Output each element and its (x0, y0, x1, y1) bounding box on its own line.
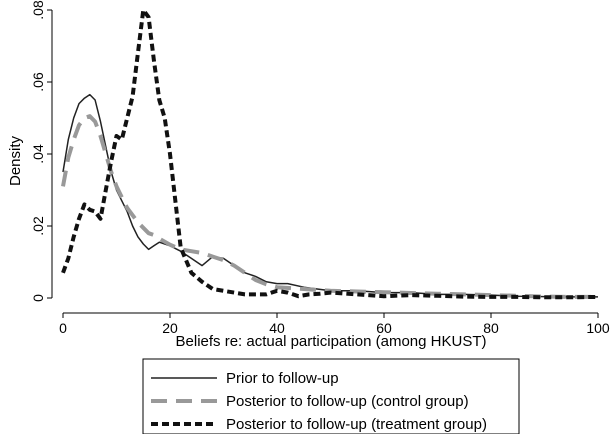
x-tick-label: 80 (483, 320, 499, 336)
series-line-1 (62, 93, 598, 298)
legend-box (142, 358, 520, 434)
series-line-3 (61, 8, 599, 300)
x-tick-label: 20 (162, 320, 178, 336)
y-tick-label: .06 (30, 72, 46, 92)
y-tick-label: .04 (30, 144, 46, 164)
legend: Prior to follow-up Posterior to follow-up… (142, 358, 520, 434)
series-line-2 (61, 114, 598, 299)
x-tick-label: 60 (376, 320, 392, 336)
x-axis-label: Beliefs re: actual participation (among … (176, 333, 487, 350)
x-tick-label: 40 (269, 320, 285, 336)
y-tick-label: .08 (30, 0, 46, 20)
y-tick-label: .02 (30, 216, 46, 236)
x-tick-label: 0 (59, 320, 67, 336)
legend-label-2: Posterior to follow-up (control group) (226, 393, 469, 410)
x-tick-label: 100 (586, 320, 610, 336)
plot-area: 0 .02 .04 .06 .08 0 20 40 60 80 100 (30, 0, 610, 336)
y-axis-label: Density (7, 135, 24, 186)
legend-label-3: Posterior to follow-up (treatment group) (226, 416, 487, 433)
y-tick-label: 0 (30, 294, 46, 302)
legend-label-1: Prior to follow-up (226, 370, 339, 387)
